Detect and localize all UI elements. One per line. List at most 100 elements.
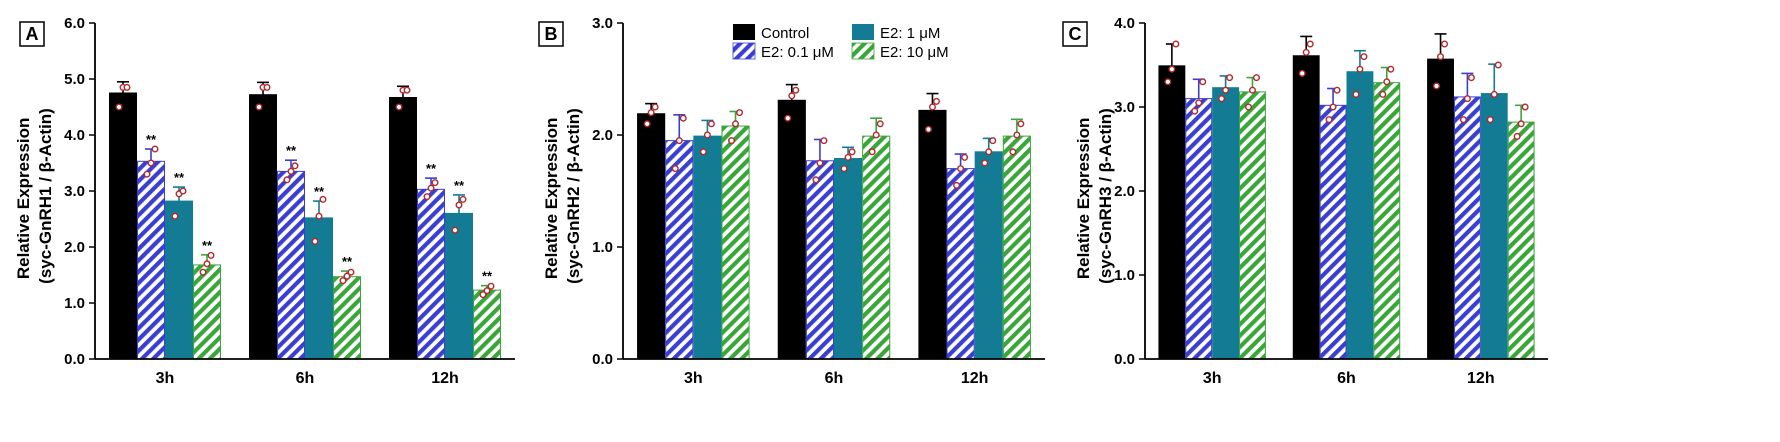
data-point-c-12h-e2-0-1-m-1 — [1463, 95, 1471, 103]
y-tick-label-b-3: 3.0 — [592, 15, 613, 32]
x-tick-label-a-12h: 12h — [431, 370, 459, 387]
y-axis-label-c: Relative Expression (syc-GnRH3 / β-Actin… — [1074, 108, 1115, 284]
y-axis-label-a-line2: (syc-GnRH1 / β-Actin) — [36, 108, 55, 284]
data-point-b-6h-e2-1-m-0 — [840, 165, 848, 173]
x-tick-label-b-12h: 12h — [961, 370, 989, 387]
data-point-a-6h-e2-10-m-1 — [343, 272, 351, 280]
data-point-a-3h-e2-1-m-2 — [179, 187, 187, 195]
data-point-b-3h-e2-1-m-0 — [699, 148, 707, 156]
bar-c-12h-control — [1427, 58, 1454, 360]
data-point-a-6h-control-0 — [255, 103, 263, 111]
data-point-b-6h-e2-0-1-m-2 — [820, 137, 828, 145]
data-point-b-3h-e2-1-m-1 — [703, 131, 711, 139]
data-point-c-12h-e2-0-1-m-0 — [1459, 116, 1467, 124]
data-point-a-6h-e2-1-m-2 — [319, 195, 327, 203]
y-tick-label-a-5: 5.0 — [64, 71, 85, 88]
legend-label-control: Control — [761, 25, 809, 42]
data-point-c-3h-e2-0-1-m-2 — [1199, 78, 1207, 86]
data-point-b-3h-control-1 — [647, 109, 655, 117]
bar-b-6h-e2-0-1-m — [805, 160, 834, 360]
bar-c-12h-e2-0-1-m — [1453, 96, 1481, 360]
bar-b-3h-e2-10-m — [721, 125, 750, 360]
data-point-b-12h-e2-1-m-1 — [985, 148, 993, 156]
data-point-a-12h-e2-10-m-0 — [479, 291, 487, 299]
data-point-a-3h-control-2 — [123, 83, 131, 91]
data-point-a-12h-e2-10-m-1 — [483, 287, 491, 295]
bar-a-3h-e2-1-m — [165, 200, 193, 360]
y-axis-label-b-line2: (syc-GnRH2 / β-Actin) — [564, 108, 583, 284]
data-point-b-3h-e2-0-1-m-2 — [679, 114, 687, 122]
x-tick-label-a-3h: 3h — [156, 370, 175, 387]
bar-b-3h-e2-0-1-m — [665, 140, 694, 360]
legend-swatch-e2-1 — [852, 24, 874, 40]
data-point-a-12h-control-0 — [395, 103, 403, 111]
bar-b-6h-e2-10-m — [862, 135, 891, 360]
bar-a-3h-control — [109, 92, 137, 360]
panel-letter-box-c — [1062, 21, 1088, 47]
data-point-a-12h-e2-1-m-1 — [455, 201, 463, 209]
legend-swatch-e2-0-1 — [732, 42, 756, 60]
y-axis-label-a: Relative Expression (syc-GnRH1 / β-Actin… — [14, 108, 55, 284]
data-point-b-12h-e2-1-m-2 — [989, 137, 997, 145]
bar-a-12h-control — [389, 96, 417, 360]
panel-b: B Relative Expression (syc-GnRH2 / β-Act… — [538, 15, 1045, 387]
data-point-b-12h-e2-0-1-m-1 — [957, 165, 965, 173]
plot-b: 0.0 1.0 2.0 3.0 3h 6h 12h — [592, 15, 1045, 387]
data-point-c-6h-e2-10-m-2 — [1387, 65, 1395, 73]
y-tick-label-a-6: 6.0 — [64, 15, 85, 32]
legend-item-e2-1: E2: 1 μM — [852, 24, 940, 42]
data-point-b-6h-control-0 — [784, 114, 792, 122]
sig-label-a-6h-e2-10-m: ** — [342, 254, 353, 269]
panel-letter-c: C — [1069, 24, 1082, 44]
y-tick-label-a-0: 0.0 — [64, 351, 85, 368]
data-point-c-3h-e2-0-1-m-1 — [1195, 99, 1203, 107]
data-point-b-12h-control-2 — [932, 97, 940, 105]
plot-c: 0.0 1.0 2.0 3.0 4.0 3h 6h 12h — [1114, 15, 1548, 387]
bar-b-6h-control — [777, 99, 806, 360]
bar-b-6h-e2-1-m — [834, 158, 863, 360]
bar-b-3h-e2-1-m — [693, 135, 722, 360]
y-axis-label-c-line1: Relative Expression — [1074, 118, 1093, 280]
data-point-b-12h-e2-0-1-m-0 — [953, 181, 961, 189]
data-point-a-3h-control-0 — [115, 103, 123, 111]
data-point-b-6h-e2-10-m-2 — [876, 120, 884, 128]
panel-letter-box-a — [19, 21, 45, 47]
data-point-a-12h-e2-1-m-2 — [459, 195, 467, 203]
bar-a-6h-control — [249, 94, 277, 360]
sig-label-a-3h-e2-0-1-m: ** — [146, 132, 157, 147]
data-point-c-12h-e2-10-m-1 — [1517, 120, 1525, 128]
x-tick-label-c-6h: 6h — [1337, 370, 1356, 387]
data-point-c-6h-e2-1-m-2 — [1360, 53, 1368, 61]
bar-c-6h-e2-1-m — [1346, 71, 1374, 360]
y-tick-label-b-0: 0.0 — [592, 351, 613, 368]
panel-c: C Relative Expression (syc-GnRH3 / β-Act… — [1062, 15, 1548, 387]
data-point-c-6h-e2-0-1-m-2 — [1333, 86, 1341, 94]
data-point-b-6h-e2-10-m-0 — [868, 148, 876, 156]
sig-label-a-12h-e2-10-m: ** — [482, 269, 493, 284]
data-point-c-12h-e2-10-m-2 — [1521, 103, 1529, 111]
bar-a-6h-e2-1-m — [305, 217, 333, 360]
sig-label-a-6h-e2-1-m: ** — [314, 184, 325, 199]
data-point-b-12h-e2-10-m-1 — [1013, 131, 1021, 139]
legend-swatch-e2-10 — [851, 42, 875, 60]
legend-label-e2-10: E2: 10 μM — [880, 44, 949, 61]
data-point-a-6h-e2-10-m-0 — [339, 277, 347, 285]
sig-label-a-6h-e2-0-1-m: ** — [286, 143, 297, 158]
data-point-b-3h-e2-0-1-m-0 — [671, 165, 679, 173]
data-point-b-3h-control-0 — [643, 120, 651, 128]
bar-a-3h-e2-0-1-m — [137, 160, 165, 360]
bar-c-6h-e2-10-m — [1373, 82, 1401, 360]
data-point-c-12h-control-1 — [1437, 53, 1445, 61]
y-tick-label-c-3: 3.0 — [1114, 99, 1135, 116]
data-point-c-12h-e2-0-1-m-2 — [1467, 74, 1475, 82]
sig-label-a-3h-e2-10-m: ** — [202, 238, 213, 253]
data-point-b-3h-e2-0-1-m-1 — [675, 137, 683, 145]
data-point-b-12h-e2-10-m-0 — [1009, 148, 1017, 156]
bar-c-12h-e2-1-m — [1480, 93, 1508, 360]
data-point-b-12h-e2-0-1-m-2 — [961, 153, 969, 161]
data-point-c-3h-e2-10-m-2 — [1252, 74, 1260, 82]
data-point-a-12h-e2-0-1-m-1 — [427, 184, 435, 192]
data-point-b-3h-control-2 — [651, 103, 659, 111]
data-point-c-12h-control-0 — [1433, 82, 1441, 90]
